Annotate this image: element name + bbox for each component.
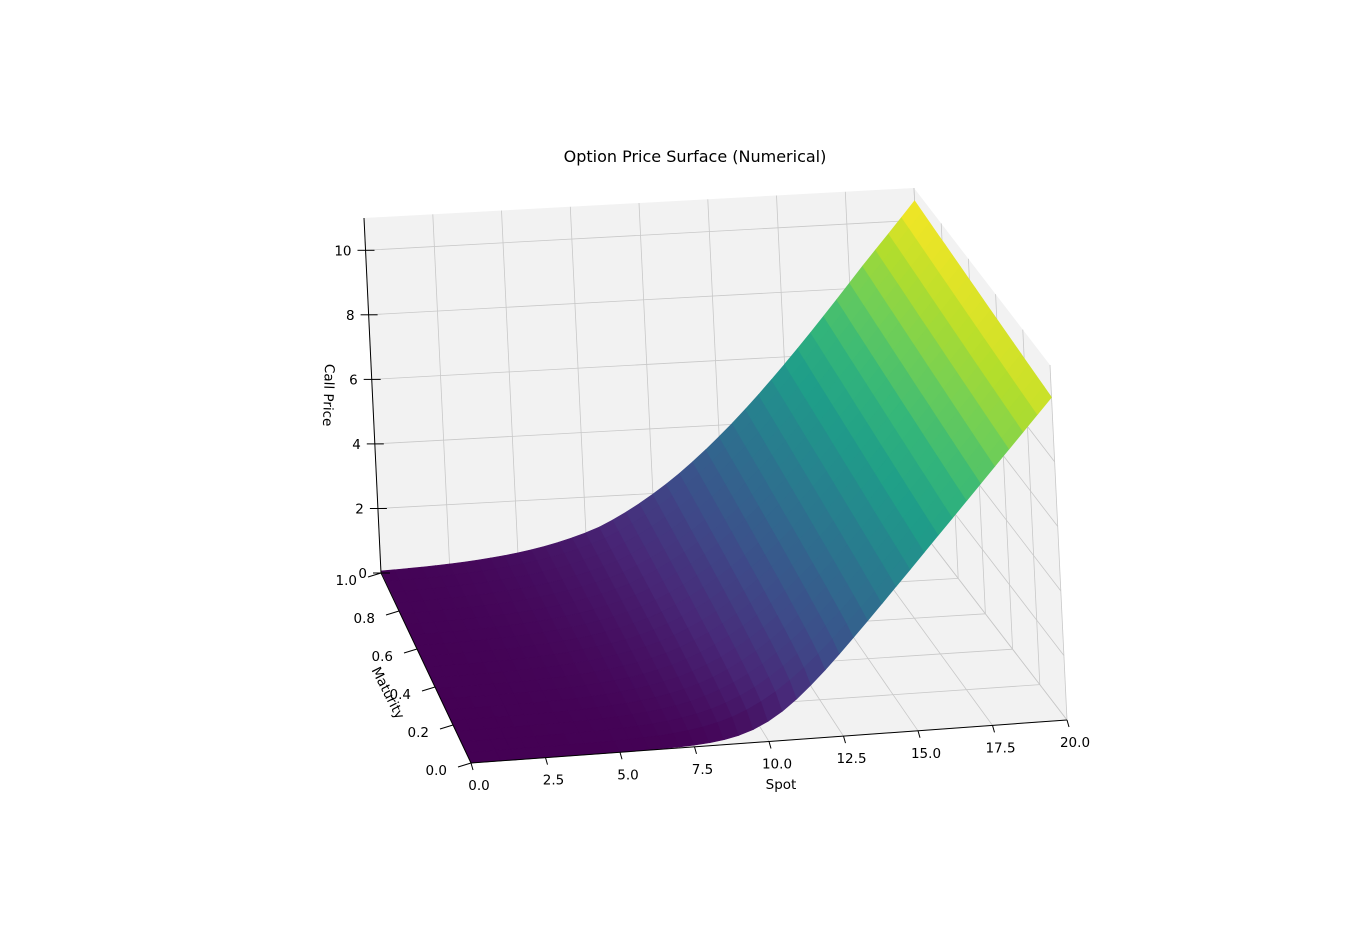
spot-tick [470,762,474,771]
spot-tick [694,746,697,755]
spot-tick-label: 10.0 [762,757,792,773]
maturity-tick-label: 0.2 [408,725,429,741]
price-tick-label: 4 [352,437,361,453]
maturity-tick [421,686,436,692]
spot-tick-label: 17.5 [985,740,1015,756]
spot-tick [843,735,846,744]
spot-tick-label: 12.5 [836,751,866,767]
spot-tick [1066,719,1070,728]
grid-line-spot-back [432,214,451,570]
price-axis-line [363,217,382,574]
spot-tick-label: 7.5 [692,762,713,778]
maturity-tick-label: 0.4 [390,687,411,703]
spot-tick [619,752,623,760]
maturity-tick-label: 1.0 [336,573,357,589]
z-axis-label: Call Price [319,364,337,427]
spot-tick [545,757,548,765]
tick-marks: 0.0 2.5 5.0 7.5 10.0 12.5 15.0 17.5 20.0 0.0 0.2 0.… [334,243,1090,794]
price-tick-label: 10 [334,243,351,259]
maturity-tick [439,724,454,730]
grid-line-price-back [365,219,916,251]
x-axis-label: Spot [766,777,797,793]
maturity-tick-label: 0.0 [426,763,447,779]
spot-tick-label: 20.0 [1060,735,1090,751]
chart-title: Option Price Surface (Numerical) [564,147,827,166]
price-tick-label: 0 [358,566,367,582]
maturity-tick [457,762,472,768]
maturity-tick [367,572,382,578]
grid-line-maturity-side [1049,364,1068,721]
surface-patch [1029,385,1052,415]
maturity-tick [403,648,418,654]
price-surface [380,200,1052,764]
price-tick-label: 2 [355,502,364,518]
spot-tick-label: 15.0 [911,746,941,762]
grid-line-price-side [930,542,1068,721]
grid-line-spot-back [569,206,588,562]
maturity-tick-label: 0.8 [354,611,375,627]
spot-tick-label: 5.0 [617,767,638,783]
spot-tick [768,741,772,749]
spot-tick [992,725,995,733]
spot-tick-label: 2.5 [543,773,564,789]
spot-tick [917,730,921,738]
grid-line-spot-back [501,210,519,566]
maturity-tick-label: 0.6 [372,649,393,665]
price-tick-label: 6 [349,372,358,388]
spot-tick-label: 0.0 [468,778,489,794]
grid-line-price-back [368,284,919,316]
maturity-tick [385,610,400,616]
maturity-axis-line [380,572,472,764]
price-tick-label: 8 [346,308,355,324]
